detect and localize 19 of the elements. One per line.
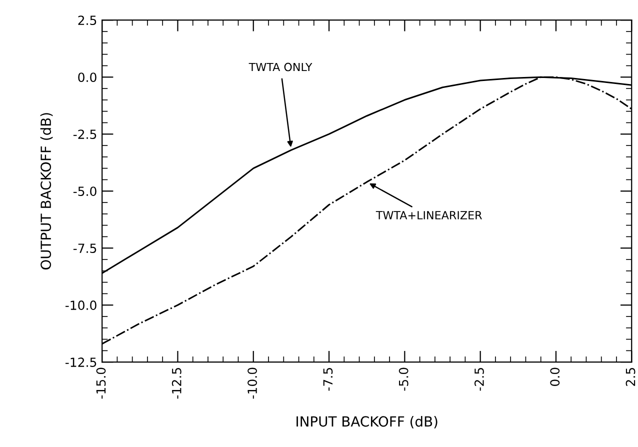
- x-tick-label: -10.0: [248, 368, 258, 399]
- x-tick-label: 2.5: [626, 368, 636, 386]
- y-tick-label: -12.5: [65, 358, 96, 367]
- x-axis-title: INPUT BACKOFF (dB): [296, 416, 438, 428]
- annotation: TWTA ONLY: [248, 62, 312, 72]
- x-tick-label: -12.5: [172, 368, 182, 399]
- y-tick-label: -7.5: [73, 244, 96, 254]
- y-tick-label: -10.0: [65, 300, 96, 310]
- y-tick-label: 0.0: [78, 72, 96, 82]
- y-tick-label: -2.5: [73, 130, 96, 140]
- y-tick-label: -5.0: [73, 186, 96, 196]
- x-tick-label: -2.5: [474, 368, 484, 391]
- y-tick-label: 2.5: [78, 16, 96, 26]
- x-tick-label: -15.0: [96, 368, 106, 399]
- annotation: TWTA+LINEARIZER: [376, 211, 482, 220]
- x-tick-label: -7.5: [323, 368, 333, 391]
- x-tick-label: -5.0: [398, 368, 408, 391]
- x-tick-label: 0.0: [550, 368, 560, 386]
- y-axis-title: OUTPUT BACKOFF (dB): [40, 113, 53, 270]
